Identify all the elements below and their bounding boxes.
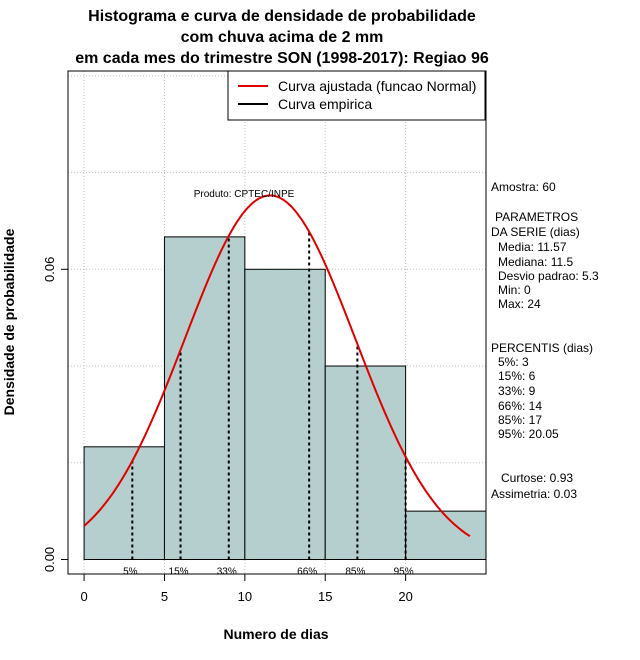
stats-line: Assimetria: 0.03	[491, 487, 577, 501]
stats-line: 85%: 17	[498, 413, 542, 427]
histogram-bar	[83, 446, 165, 560]
x-tick-label: 15	[318, 589, 332, 604]
histogram-bar	[244, 268, 326, 560]
x-tick-label: 10	[238, 589, 252, 604]
x-tick-label: 20	[398, 589, 412, 604]
stats-line: Min: 0	[498, 283, 531, 297]
stats-line: 66%: 14	[498, 399, 542, 413]
legend-label: Curva empirica	[278, 96, 372, 112]
x-axis-title: Numero de dias	[223, 626, 328, 642]
stats-line: Media: 11.57	[498, 240, 567, 254]
percentile-label: 85%	[345, 566, 365, 577]
chart-title-line: Histograma e curva de densidade de proba…	[88, 8, 476, 25]
percentile-label: 33%	[217, 566, 237, 577]
histogram-bar	[163, 236, 246, 560]
product-label: Produto: CPTEC/INPE	[194, 189, 295, 200]
normal-curve	[83, 194, 471, 538]
y-tick-label: 0.00	[42, 547, 57, 572]
stats-line: Curtose: 0.93	[501, 471, 573, 485]
histogram-bar	[405, 510, 487, 560]
legend-label: Curva ajustada (funcao Normal)	[278, 78, 476, 94]
chart-title-line: em cada mes do trimestre SON (1998-2017)…	[75, 50, 489, 67]
stats-line: PARAMETROS	[495, 210, 578, 224]
stats-line: PERCENTIS (dias)	[491, 341, 593, 355]
histogram-bar	[324, 365, 407, 560]
stats-line: Desvio padrao: 5.3	[498, 269, 599, 283]
stats-line: Max: 24	[498, 297, 541, 311]
percentile-label: 15%	[169, 566, 189, 577]
y-axis-title: Densidade de probabilidade	[1, 228, 17, 415]
stats-line: 5%: 3	[498, 355, 529, 369]
stats-line: 33%: 9	[498, 384, 536, 398]
chart-title-line: com chuva acima de 2 mm	[181, 29, 384, 46]
stats-line: Amostra: 60	[491, 180, 556, 194]
y-tick-label: 0.06	[42, 257, 57, 282]
percentile-label: 5%	[123, 566, 138, 577]
stats-line: 15%: 6	[498, 369, 536, 383]
stats-line: 95%: 20.05	[498, 427, 559, 441]
stats-line: Mediana: 11.5	[498, 255, 573, 269]
percentile-label: 95%	[394, 566, 414, 577]
percentile-label: 66%	[297, 566, 317, 577]
stats-line: DA SERIE (dias)	[491, 225, 580, 239]
legend-box	[227, 70, 486, 121]
x-tick-label: 5	[161, 589, 168, 604]
x-tick-label: 0	[80, 589, 87, 604]
